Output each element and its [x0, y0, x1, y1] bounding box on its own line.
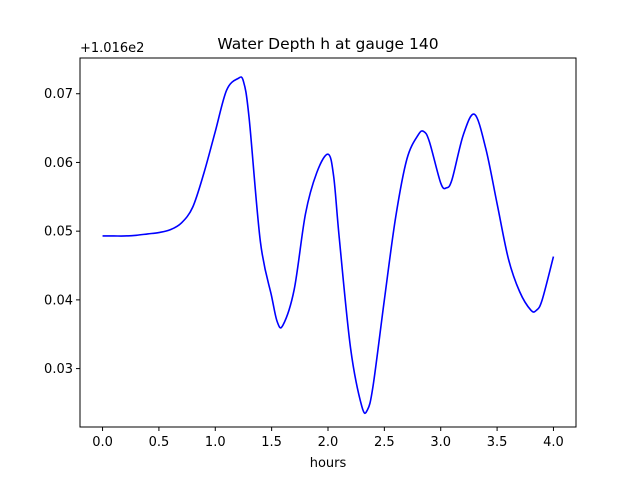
y-tick-label: 0.03	[44, 362, 73, 377]
x-tick-label: 0.5	[149, 435, 170, 450]
x-tick-label: 1.0	[205, 435, 226, 450]
y-tick-label: 0.04	[44, 293, 73, 308]
y-axis-offset-label: +1.016e2	[80, 41, 144, 56]
x-axis-label: hours	[310, 456, 347, 471]
plot-area: 0.0 0.5 1.0 1.5 2.0 2.5 3.0 3.5 4.0 0.03 0.04 0.05 0…	[44, 57, 577, 450]
y-tick-label: 0.06	[44, 156, 73, 171]
chart-title: Water Depth h at gauge 140	[217, 35, 438, 53]
x-tick-label: 2.5	[374, 435, 395, 450]
x-tick-label: 4.0	[543, 435, 564, 450]
y-tick-label: 0.05	[44, 225, 73, 240]
x-tick-label: 3.5	[487, 435, 508, 450]
y-tick-label: 0.07	[44, 87, 73, 102]
x-tick-label: 1.5	[261, 435, 282, 450]
x-tick-label: 2.0	[318, 435, 339, 450]
x-tick-label: 3.0	[430, 435, 451, 450]
x-tick-label: 0.0	[92, 435, 113, 450]
series-line-1	[102, 76, 555, 415]
